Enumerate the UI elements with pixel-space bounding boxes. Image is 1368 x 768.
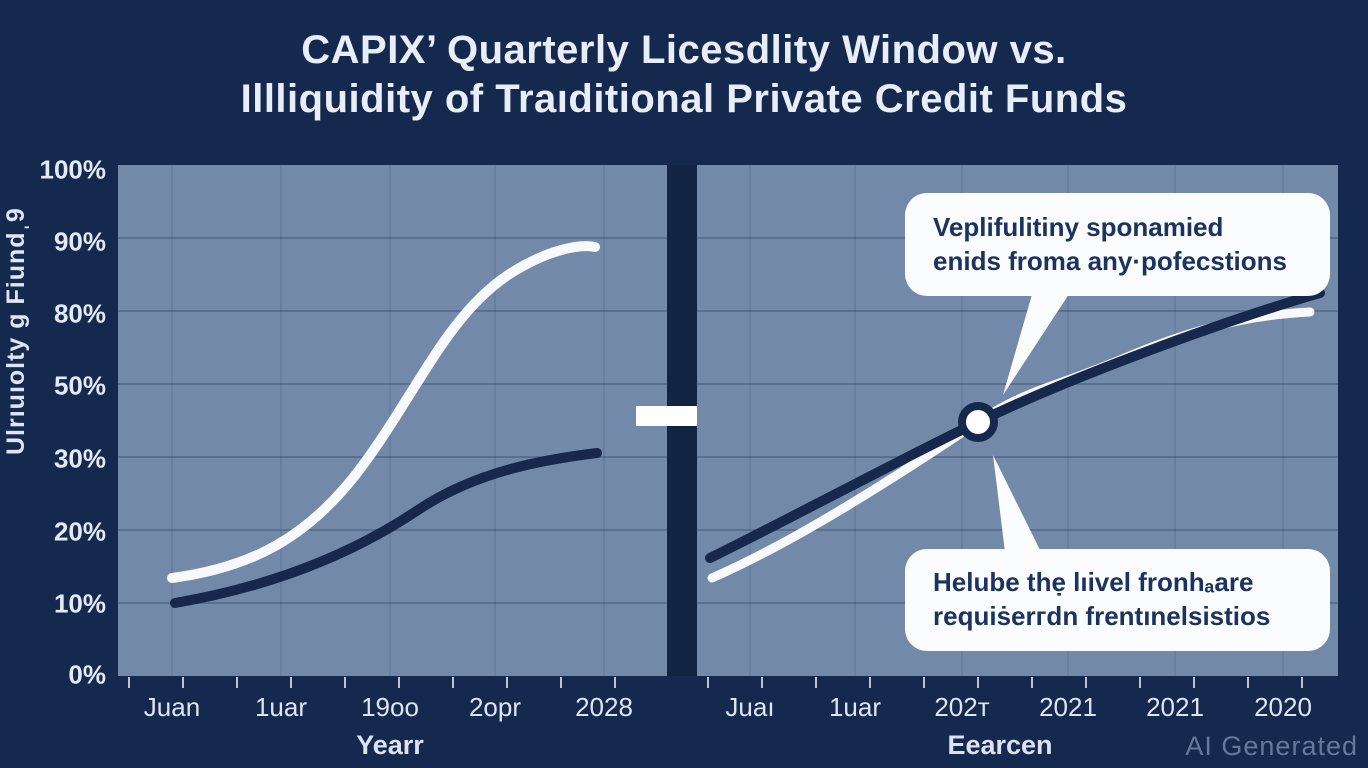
chart-title-line2: Illliquidity of Traıditional Private Cre…: [240, 76, 1128, 121]
callout-top-line2: enids froma any·pofecstions: [933, 245, 1287, 276]
ai-generated-watermark: AI Generated: [1185, 731, 1358, 761]
y-tick-label: 20%: [53, 516, 106, 547]
callout-bottom-pointer: [993, 455, 1041, 552]
callout-top: Veplifulitiny sponamied enids froma any·…: [905, 193, 1330, 296]
left-chart-plot: [118, 165, 667, 676]
x-tick-label: Juan: [143, 692, 201, 722]
y-tick-label: 100%: [39, 154, 107, 185]
callout-bottom-line1: Helube thẹ lıivel fronhₐare: [933, 567, 1254, 598]
left-chart-panel: [118, 165, 667, 676]
x-tick-label: 19oo: [361, 692, 419, 722]
chart-title-line1: CAPIX’ Quarterly Licesdlity Window vs.: [301, 28, 1067, 72]
x-tick-label: 2028: [575, 692, 633, 722]
left-white-line: [167, 241, 600, 583]
y-tick-label: 0%: [68, 659, 106, 690]
x-tick-label: 202т: [934, 692, 990, 722]
y-tick-label: 50%: [53, 370, 106, 401]
callout-top-line1: Veplifulitiny sponamied: [933, 211, 1224, 242]
y-tick-label: 30%: [53, 443, 106, 474]
left-x-axis-ticks: [128, 677, 668, 688]
left-x-axis-title: Yearr: [356, 730, 424, 760]
x-tick-label: Juaı: [725, 692, 775, 722]
callout-bottom: Helube thẹ lıivel fronhₐare requiṡerгdn …: [905, 549, 1330, 651]
x-tick-label: 2020: [1254, 692, 1312, 722]
x-tick-label: 1uar: [254, 692, 308, 722]
x-tick-label: 1uar: [828, 692, 882, 722]
y-tick-label: 80%: [53, 298, 106, 329]
x-tick-label: 2021: [1039, 692, 1097, 722]
left-navy-line: [170, 448, 602, 608]
x-tick-label: 2021: [1146, 692, 1204, 722]
callout-top-pointer: [1003, 291, 1071, 395]
y-tick-label: 10%: [53, 588, 106, 619]
callout-bottom-line2: requiṡerгdn frentınelsistios: [933, 601, 1271, 631]
x-tick-label: 2opr: [468, 692, 522, 722]
chart-title: CAPIX’ Quarterly Licesdlity Window vs. I…: [0, 26, 1368, 124]
right-x-axis-title: Eearcen: [947, 730, 1053, 760]
y-tick-label: 90%: [53, 226, 106, 257]
right-x-axis-ticks: [707, 677, 1339, 688]
intersection-marker: [958, 402, 998, 442]
